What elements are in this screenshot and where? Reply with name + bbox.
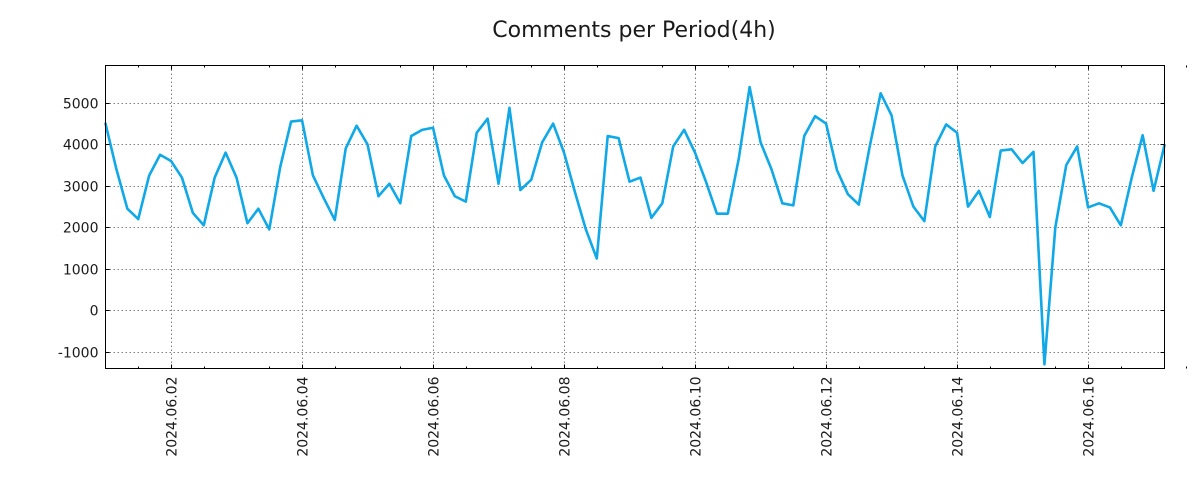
x-tick-label: 2024.06.06 bbox=[427, 376, 443, 456]
x-tick-label: 2024.06.02 bbox=[165, 377, 181, 457]
series-layer bbox=[104, 85, 1166, 366]
x-tick-label: 2024.06.14 bbox=[951, 376, 967, 456]
series-line-comments bbox=[104, 85, 1166, 366]
grid-lines bbox=[105, 65, 1165, 369]
y-tick-label: 1000 bbox=[63, 263, 99, 279]
axis-ticks bbox=[105, 65, 1187, 369]
y-axis-tick-labels: -1000 0 1000 2000 3000 4000 5000 bbox=[58, 97, 99, 362]
x-tick-label: 2024.06.12 bbox=[820, 377, 836, 457]
plot-frame bbox=[105, 65, 1165, 369]
y-tick-label: 3000 bbox=[63, 180, 99, 196]
x-tick-label: 2024.06.16 bbox=[1082, 376, 1098, 456]
y-tick-label: -1000 bbox=[58, 346, 99, 362]
x-axis-tick-labels: 2024.06.02 2024.06.04 2024.06.06 2024.06.08… bbox=[165, 376, 1098, 456]
chart-title: Comments per Period(4h) bbox=[492, 18, 776, 43]
y-tick-label: 2000 bbox=[63, 221, 99, 237]
y-tick-label: 5000 bbox=[63, 97, 99, 113]
x-tick-label: 2024.06.10 bbox=[689, 377, 705, 457]
x-tick-label: 2024.06.08 bbox=[558, 377, 574, 457]
y-tick-label: 4000 bbox=[63, 138, 99, 154]
y-tick-label: 0 bbox=[90, 304, 99, 320]
x-tick-label: 2024.06.04 bbox=[296, 376, 312, 456]
